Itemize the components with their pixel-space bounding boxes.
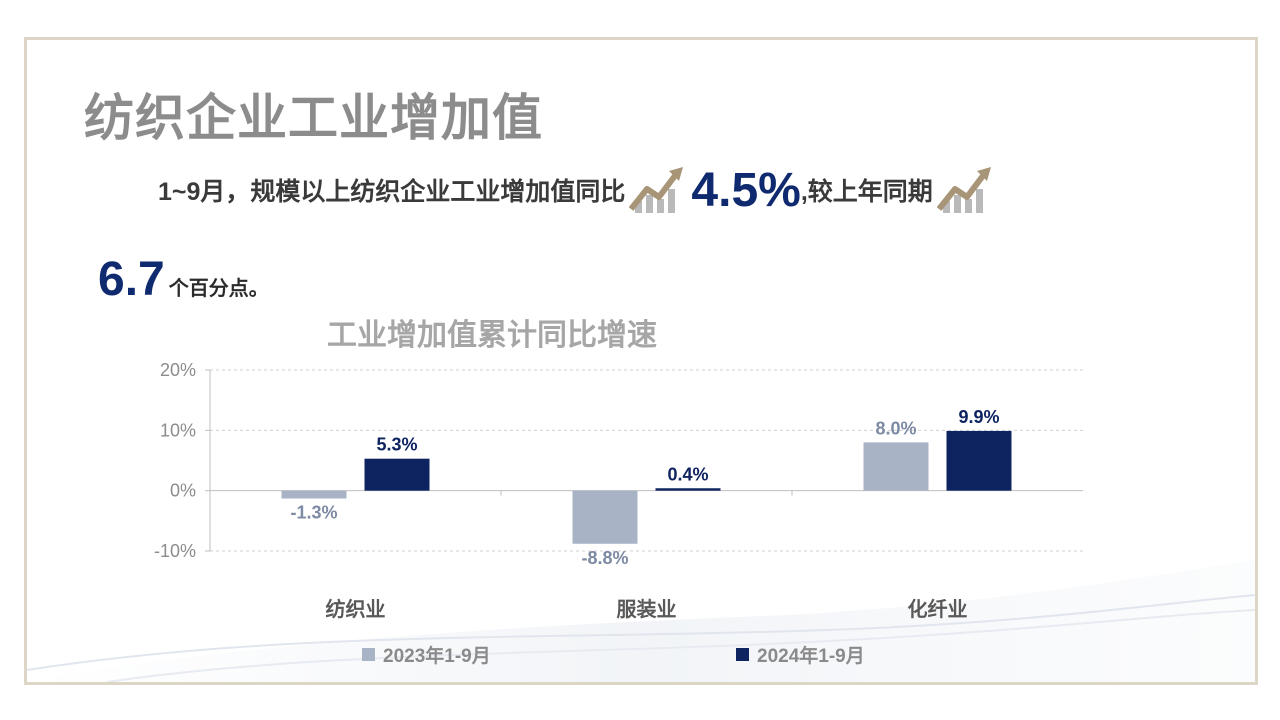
data-label: -8.8% (581, 548, 628, 568)
summary-text-after: 个百分点。 (168, 278, 269, 300)
y-tick-label: 10% (160, 420, 196, 440)
legend-item-2024: 2024年1-9月 (736, 641, 865, 668)
x-tick-label: 服装业 (617, 597, 677, 621)
summary-value-2: 6.7 (98, 253, 165, 306)
y-tick-label: 0% (170, 481, 196, 501)
legend-swatch-2024 (736, 648, 749, 661)
data-label: -1.3% (290, 503, 337, 523)
bar-2023 (572, 490, 638, 544)
chart-title: 工业增加值累计同比增速 (327, 319, 657, 352)
legend-item-2023: 2023年1-9月 (362, 641, 491, 668)
trend-up-icon (936, 167, 991, 213)
page-title: 纺织企业工业增加值 (84, 90, 543, 146)
y-tick-label: 20% (160, 360, 196, 380)
legend-label-2024: 2024年1-9月 (757, 646, 865, 667)
legend-label-2023: 2023年1-9月 (383, 646, 491, 667)
y-tick-label: -10% (154, 541, 196, 561)
data-label: 5.3% (376, 435, 417, 455)
data-label: 8.0% (875, 418, 916, 438)
bar-2024 (946, 430, 1012, 491)
decorative-wave (27, 560, 1255, 682)
summary-text-before: 1~9月，规模以上纺织企业工业增加值同比 (158, 178, 626, 206)
x-tick-label: 纺织业 (326, 597, 386, 621)
slide-frame (24, 37, 1258, 685)
data-label: 0.4% (667, 464, 708, 484)
summary-line-1: 1~9月，规模以上纺织企业工业增加值同比 4.5% ,较上年同期 (158, 160, 993, 220)
bar-2023 (281, 490, 347, 499)
bar-2024 (364, 458, 430, 491)
trend-up-icon (629, 167, 684, 213)
summary-line-2: 6.7 个百分点。 (98, 252, 269, 307)
x-tick-label: 化纤业 (908, 597, 968, 621)
bar-2023 (863, 442, 929, 491)
data-label: 9.9% (958, 407, 999, 427)
summary-value-1: 4.5% (691, 163, 801, 217)
bar-2024 (655, 488, 721, 491)
summary-text-middle: ,较上年同期 (800, 178, 933, 206)
legend-swatch-2023 (362, 648, 375, 661)
